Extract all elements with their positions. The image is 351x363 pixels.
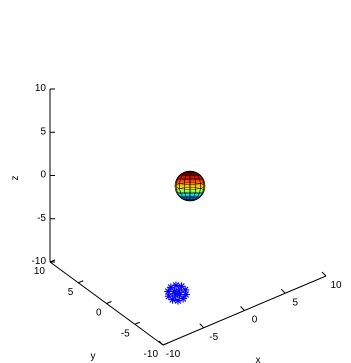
z-tick-label: -10	[32, 256, 47, 267]
y-tick-mark	[162, 342, 169, 346]
x-tick-label: -10	[166, 349, 181, 360]
z-tick-label: 0	[40, 170, 46, 181]
x-tick-mark	[321, 271, 327, 277]
star-marker	[171, 281, 180, 290]
sphere-surface	[174, 170, 206, 202]
z-axis-ticks: 10 5 0 -5 -10	[32, 83, 55, 267]
y-tick-label: -5	[121, 328, 130, 339]
x-tick-mark	[199, 323, 205, 329]
x-tick-mark	[240, 306, 245, 311]
y-tick-label: -10	[144, 349, 159, 360]
z-tick-label: -5	[37, 213, 46, 224]
x-tick-label: -5	[209, 332, 218, 343]
y-axis-label: y	[91, 351, 96, 362]
x-axis-label: x	[256, 355, 261, 363]
z-tick-label: 5	[40, 126, 46, 137]
y-tick-label: 0	[96, 308, 102, 319]
sphere-latitude-line	[175, 182, 205, 190]
star-marker	[164, 287, 173, 296]
x-tick-label: 5	[292, 297, 298, 308]
y-tick-mark	[134, 321, 140, 325]
y-axis-ticks: 10 5 0 -5 -10	[34, 259, 169, 360]
z-tick-label: 10	[35, 83, 47, 94]
x-tick-label: 10	[330, 280, 342, 291]
star-marker	[174, 296, 183, 305]
marker-cluster	[164, 281, 190, 305]
sphere-meridian-line	[189, 171, 191, 201]
star-marker	[181, 290, 190, 299]
sphere-meridian-line	[175, 171, 205, 201]
x-tick-mark	[280, 288, 286, 294]
y-tick-label: 10	[34, 266, 46, 277]
star-marker	[181, 285, 190, 294]
x-axis-ticks: -10 -5 0 5 10	[158, 271, 342, 360]
y-tick-mark	[49, 259, 56, 263]
y-tick-mark	[106, 301, 112, 304]
y-tick-label: 5	[68, 287, 74, 298]
sphere-meridian-line	[179, 171, 201, 201]
z-axis-label: z	[10, 176, 21, 181]
y-tick-mark	[78, 280, 84, 284]
sphere-meridian-line	[184, 171, 196, 201]
x-tick-mark	[158, 340, 164, 346]
x-tick-label: 0	[252, 315, 258, 326]
